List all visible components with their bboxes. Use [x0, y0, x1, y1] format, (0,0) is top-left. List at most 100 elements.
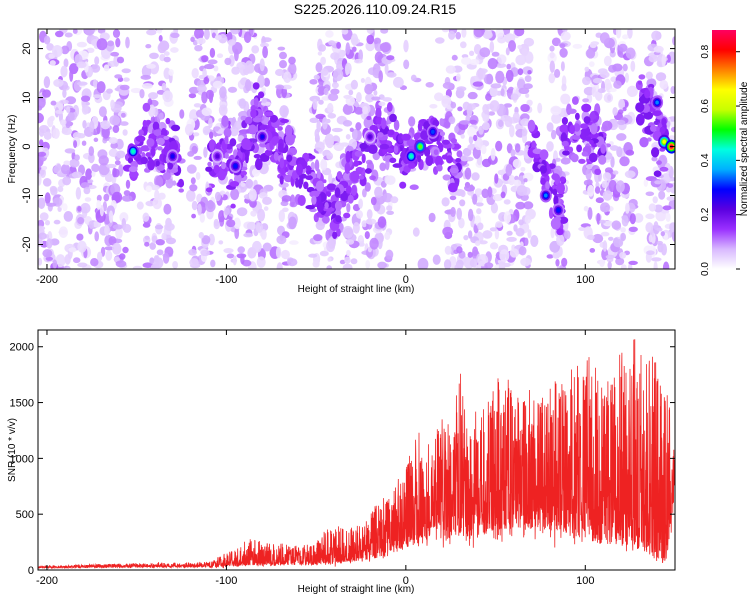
- spectrogram-blob: [226, 219, 236, 228]
- spectrogram-blob: [448, 116, 456, 125]
- spectrogram-blob: [599, 219, 606, 224]
- spectrogram-blob: [364, 83, 374, 95]
- spectrogram-blob: [473, 29, 485, 38]
- spectrogram-blob: [255, 222, 263, 234]
- spectrogram-streak-blob: [436, 164, 443, 172]
- spectrogram-blob: [108, 236, 117, 246]
- spectrogram-blob: [188, 93, 197, 99]
- spectrogram-blob: [656, 160, 662, 165]
- spectrogram-blob: [116, 56, 125, 64]
- spectrogram-blob: [667, 183, 674, 188]
- spectrogram-blob: [330, 52, 340, 60]
- spectrogram-blob: [112, 125, 120, 133]
- spectrogram-blob: [489, 100, 500, 112]
- spectrogram-streak-blob: [264, 149, 273, 156]
- spectrogram-blob: [52, 128, 60, 139]
- spectrogram-blob: [196, 85, 207, 93]
- spectrogram-blob: [327, 237, 336, 249]
- spectrogram-streak-blob: [364, 168, 372, 174]
- spectrogram-blob: [109, 115, 121, 126]
- spectrogram-blob: [213, 218, 219, 227]
- spectrogram-blob: [46, 43, 54, 51]
- spectrogram-blob: [461, 29, 467, 38]
- spectrogram-blob: [261, 97, 267, 104]
- spectrogram-streak-blob: [135, 135, 146, 142]
- spectrogram-frame: [37, 28, 676, 270]
- spectrogram-blob: [155, 239, 165, 246]
- spectrogram-blob: [149, 52, 159, 59]
- spectrogram-blob: [77, 262, 88, 268]
- spectrogram-blob: [444, 245, 452, 255]
- spectrogram-blob: [549, 52, 555, 59]
- spectrogram-blob: [627, 29, 633, 39]
- spectrogram-blob: [188, 249, 198, 256]
- spectrogram-streak-blob: [393, 145, 399, 154]
- spectrogram-blob: [59, 99, 69, 105]
- spectrogram-blob: [62, 203, 68, 212]
- spectrogram-blob: [371, 96, 381, 101]
- spectrogram-blob: [186, 164, 197, 174]
- spectrogram-blob: [342, 225, 354, 239]
- spectrogram-blob: [352, 46, 357, 52]
- spectrogram-blob: [475, 202, 484, 207]
- spectrogram-blob: [497, 54, 507, 64]
- spectrogram-streak-blob: [450, 138, 457, 144]
- spectrogram-blob: [461, 57, 472, 65]
- spectrogram-blob: [69, 69, 74, 82]
- spectrogram-blob: [331, 127, 343, 133]
- spectrogram-blob: [230, 29, 241, 35]
- spectrogram-streak-blob: [209, 131, 214, 139]
- spectrogram-blob: [595, 197, 604, 204]
- spectrogram-blob: [386, 205, 393, 212]
- snr-panel: -200 -100 0 100 0 500 1000 1500 2000 Height of …: [7, 329, 676, 595]
- spectrogram-blob: [369, 237, 379, 250]
- spectrogram-streak-blob: [653, 170, 662, 177]
- spectrogram-blob: [203, 146, 208, 158]
- spectrogram-blob: [523, 83, 533, 90]
- spectrogram-blob: [77, 81, 88, 86]
- spectrogram-blob: [524, 237, 529, 246]
- spectrogram-blob: [50, 100, 57, 106]
- spectrogram-blob: [149, 242, 156, 250]
- spectrogram-blob: [240, 253, 245, 265]
- spectrogram-blob: [94, 231, 99, 242]
- spectrogram-streak-blob: [375, 107, 382, 119]
- spectrogram-blob: [236, 207, 248, 217]
- spectrogram-blob: [102, 201, 107, 212]
- spectrogram-streak-blob: [269, 114, 278, 123]
- spectrogram-streak-blob: [600, 144, 606, 154]
- spectrogram-blob: [603, 55, 612, 67]
- spectrogram-blob: [622, 63, 628, 72]
- spectrogram-blob: [469, 59, 480, 66]
- spectrogram-blob: [613, 238, 624, 248]
- spectrogram-blob: [201, 55, 209, 63]
- spectrogram-blob: [208, 233, 215, 246]
- spectrogram-streak-blob: [311, 195, 317, 205]
- spectrogram-blob: [385, 175, 396, 185]
- spectrogram-hotspot: [431, 129, 435, 134]
- spectrogram-blob: [549, 45, 555, 52]
- spectrogram-blob: [378, 234, 384, 242]
- spectrogram-blob: [103, 193, 110, 202]
- spectrogram-blob: [527, 229, 532, 239]
- spectrogram-blob: [520, 167, 526, 172]
- spectrogram-blob: [90, 258, 99, 267]
- spectrogram-blob: [276, 262, 283, 269]
- spectrogram-blob: [314, 141, 325, 152]
- spectrogram-blob: [236, 61, 248, 70]
- spectrogram-blob: [328, 172, 333, 184]
- spectrogram-blob: [530, 235, 539, 247]
- spectrogram-blob: [475, 264, 482, 269]
- spectrogram-blob: [620, 227, 626, 233]
- spectrogram-blob: [432, 254, 441, 265]
- spectrogram-blob: [379, 42, 391, 53]
- spectrogram-blob: [482, 104, 489, 114]
- spectrogram-blob: [643, 178, 648, 187]
- spectrogram-blob: [230, 188, 240, 201]
- spectrogram-blob: [114, 74, 123, 79]
- spectrogram-streak-blob: [366, 115, 372, 121]
- spectrogram-blob: [88, 152, 95, 164]
- spectrogram-blob: [355, 122, 362, 131]
- spectrogram-blob: [251, 168, 261, 177]
